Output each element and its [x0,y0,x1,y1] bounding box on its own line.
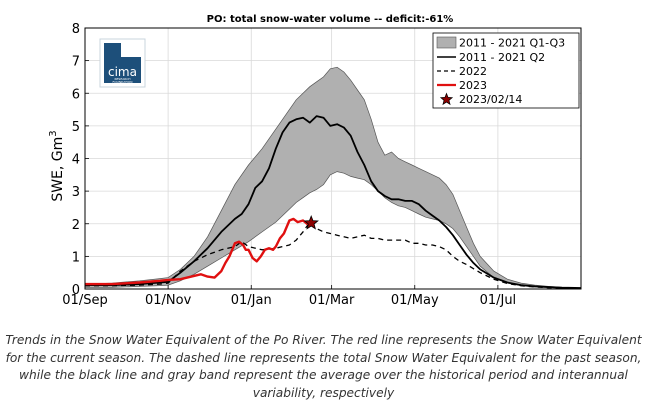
logo-main-text: cima [108,65,137,79]
series-2023 [85,217,312,286]
legend-swatch-band [436,36,457,49]
y-tick-label: 1 [72,250,80,265]
series-2022 [85,221,582,289]
legend-swatch-marker [439,92,454,106]
legend-label-band: 2011 - 2021 Q1-Q3 [459,37,565,50]
x-tick-label: 01/Jan [231,293,272,308]
y-axis-label-sup: 3 [48,130,59,136]
legend: 2011 - 2021 Q1-Q3 2011 - 2021 Q2 2022 20… [432,32,580,109]
y-tick-label: 4 [72,153,80,168]
cima-logo: cima RESEARCH FOUNDATION [99,38,146,88]
y-axis-label-main: SWE, Gm [50,137,66,202]
logo-sub-text-1: RESEARCH [114,77,130,81]
x-tick-label: 01/Sep [62,293,107,308]
swe-chart: PO: total snow-water volume -- deficit:-… [48,14,582,308]
y-tick-label: 5 [72,120,80,135]
legend-label-median: 2011 - 2021 Q2 [459,51,545,64]
series-median [85,115,582,289]
y-axis-label: SWE, Gm3 [48,130,66,201]
legend-box [432,32,580,109]
series-lines [85,115,582,289]
plot-frame [84,27,582,290]
y-tick-label: 2 [72,218,80,233]
logo-sub-text-2: FOUNDATION [113,80,133,84]
x-tick-label: 01/Jul [480,293,517,308]
legend-label-prev: 2022 [459,65,487,78]
legend-label-marker: 2023/02/14 [459,93,522,106]
y-tick-label: 7 [72,55,80,70]
marker-star [303,214,319,230]
y-tick-label: 6 [72,87,80,102]
chart-title: PO: total snow-water volume -- deficit:-… [207,14,454,25]
y-tick-label: 8 [72,22,80,37]
legend-label-current: 2023 [459,79,487,92]
y-tick-label: 0 [72,283,80,298]
axis-ticks: 0 1 2 3 4 5 6 7 8 01/Sep 01/Nov 01/Jan 01/Mar 01/May 0… [62,22,516,308]
figure-caption: Trends in the Snow Water Equivalent of t… [5,333,642,400]
y-tick-label: 3 [72,185,80,200]
x-tick-label: 01/Nov [145,293,192,308]
x-tick-label: 01/May [391,293,439,308]
x-tick-label: 01/Mar [309,293,355,308]
chart-container: PO: total snow-water volume -- deficit:-… [48,14,582,308]
